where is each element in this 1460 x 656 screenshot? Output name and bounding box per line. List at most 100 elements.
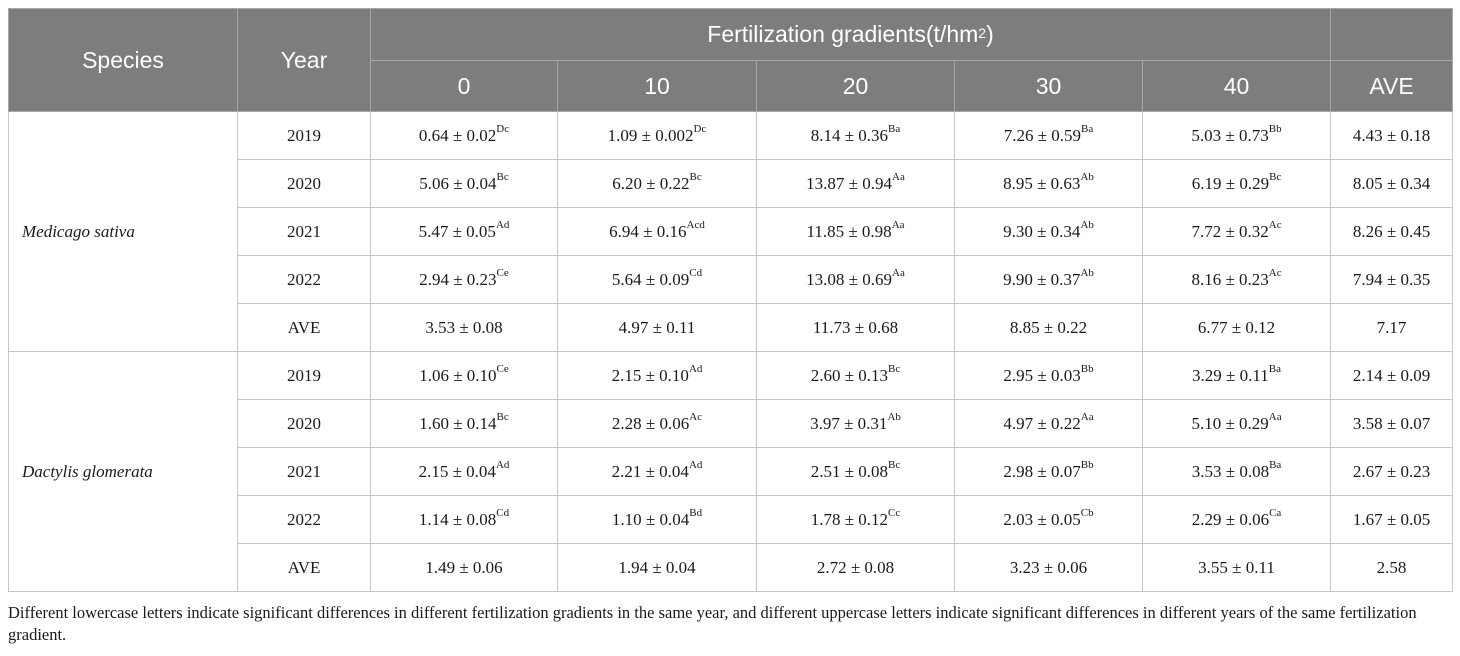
significance-letters: Ad [495, 218, 510, 231]
value-cell: 6.19 ± 0.29Bc [1141, 159, 1332, 208]
significance-letters: Cc [888, 506, 901, 519]
value-cell: 7.17 [1330, 303, 1454, 352]
cell-value: 4.43 ± 0.18 [1352, 125, 1431, 145]
value-cell: 5.03 ± 0.73Bb [1141, 111, 1332, 160]
value-cell: 7.94 ± 0.35 [1330, 255, 1454, 304]
cell-value: 2.29 ± 0.06 [1191, 509, 1270, 529]
significance-letters: Ac [689, 410, 703, 423]
cell-value: 8.85 ± 0.22 [1009, 317, 1088, 337]
group-label-superscript: 2 [978, 25, 987, 41]
significance-letters: Aa [892, 170, 905, 183]
table-row: 2021 5.47 ± 0.05Ad 6.94 ± 0.16Acd 11.85 ± 0… [9, 207, 1454, 256]
value-cell: 6.94 ± 0.16Acd [557, 207, 757, 256]
table-row: AVE 1.49 ± 0.06 1.94 ± 0.04 2.72 ± 0.08 3.23… [9, 543, 1454, 592]
species-header: Species [8, 8, 238, 112]
cell-value: 8.95 ± 0.63 [1003, 173, 1081, 193]
column-header: 30 [954, 60, 1143, 112]
cell-value: 1.60 ± 0.14 [419, 413, 497, 433]
value-cell: 1.78 ± 0.12Cc [756, 495, 955, 544]
significance-letters: Acd [686, 218, 705, 231]
cell-value: 1.14 ± 0.08 [418, 509, 497, 529]
significance-letters: Bc [496, 170, 509, 183]
value-cell: 2.14 ± 0.09 [1330, 351, 1454, 400]
cell-value: 5.10 ± 0.29 [1191, 413, 1269, 433]
value-cell: 1.06 ± 0.10Ce [370, 351, 558, 400]
value-cell: 13.87 ± 0.94Aa [756, 159, 955, 208]
cell-value: 1.49 ± 0.06 [425, 557, 503, 577]
significance-letters: Cd [496, 506, 510, 519]
value-cell: 2.15 ± 0.10Ad [557, 351, 757, 400]
significance-letters: Ba [888, 122, 901, 135]
significance-letters: Bc [888, 362, 901, 375]
value-cell: 5.47 ± 0.05Ad [370, 207, 558, 256]
cell-value: 1.67 ± 0.05 [1352, 509, 1431, 529]
value-cell: 0.64 ± 0.02Dc [370, 111, 558, 160]
significance-letters: Bc [496, 410, 509, 423]
significance-letters: Cd [689, 266, 703, 279]
column-header: AVE [1330, 60, 1454, 112]
significance-letters: Aa [1268, 410, 1282, 423]
value-cell: 3.97 ± 0.31Ab [756, 399, 955, 448]
value-cell: 1.09 ± 0.002Dc [557, 111, 757, 160]
value-cell: 8.16 ± 0.23Ac [1141, 255, 1332, 304]
year-cell: 2022 [237, 255, 371, 304]
cell-value: 2.15 ± 0.10 [611, 365, 689, 385]
table-header: Species Year Fertilization gradients(t/h… [8, 8, 1454, 112]
value-cell: 4.97 ± 0.22Aa [954, 399, 1143, 448]
cell-value: 1.09 ± 0.002 [607, 125, 694, 145]
cell-value: 2.21 ± 0.04 [611, 461, 689, 481]
cell-value: 7.72 ± 0.32 [1191, 221, 1269, 241]
cell-value: 6.20 ± 0.22 [612, 173, 690, 193]
value-cell: 7.26 ± 0.59Ba [954, 111, 1143, 160]
value-cell: 2.98 ± 0.07Bb [954, 447, 1143, 496]
value-cell: 3.53 ± 0.08 [370, 303, 558, 352]
significance-letters: Ad [688, 458, 703, 471]
significance-letters: Bc [689, 170, 702, 183]
cell-value: 8.14 ± 0.36 [810, 125, 889, 145]
year-header: Year [237, 8, 371, 112]
value-cell: 13.08 ± 0.69Aa [756, 255, 955, 304]
cell-value: 9.30 ± 0.34 [1003, 221, 1081, 241]
cell-value: 1.10 ± 0.04 [611, 509, 690, 529]
year-cell: 2021 [237, 207, 371, 256]
value-cell: 8.85 ± 0.22 [954, 303, 1143, 352]
value-cell: 11.85 ± 0.98Aa [756, 207, 955, 256]
significance-letters: Bc [888, 458, 901, 471]
cell-value: 3.58 ± 0.07 [1352, 413, 1431, 433]
cell-value: 2.67 ± 0.23 [1352, 461, 1431, 481]
significance-letters: Bb [1080, 362, 1094, 375]
value-cell: 6.77 ± 0.12 [1141, 303, 1332, 352]
cell-value: 2.58 [1376, 557, 1407, 577]
significance-letters: Dc [496, 122, 510, 135]
significance-letters: Ba [1269, 458, 1282, 471]
species-cell: Medicago sativa [8, 111, 238, 352]
year-cell: 2021 [237, 447, 371, 496]
value-cell: 1.60 ± 0.14Bc [370, 399, 558, 448]
significance-letters: Ba [1268, 362, 1281, 375]
significance-letters: Ab [1080, 170, 1094, 183]
cell-value: 8.05 ± 0.34 [1352, 173, 1431, 193]
significance-letters: Aa [1080, 410, 1094, 423]
value-cell: 3.53 ± 0.08Ba [1141, 447, 1332, 496]
cell-value: 2.98 ± 0.07 [1003, 461, 1081, 481]
column-header: 0 [370, 60, 558, 112]
cell-value: 9.90 ± 0.37 [1003, 269, 1081, 289]
cell-value: 2.94 ± 0.23 [419, 269, 497, 289]
year-cell: 2020 [237, 399, 371, 448]
table-row: Medicago sativa 2019 0.64 ± 0.02Dc 1.09 ± 0… [8, 111, 1454, 352]
value-cell: 2.29 ± 0.06Ca [1141, 495, 1332, 544]
value-cell: 9.30 ± 0.34Ab [954, 207, 1143, 256]
table-row: 2020 1.60 ± 0.14Bc 2.28 ± 0.06Ac 3.97 ± 0.3… [9, 399, 1454, 448]
cell-value: 3.29 ± 0.11 [1192, 365, 1269, 385]
cell-value: 2.95 ± 0.03 [1003, 365, 1081, 385]
value-cell: 5.06 ± 0.04Bc [370, 159, 558, 208]
significance-letters: Bb [1268, 122, 1282, 135]
cell-value: 3.23 ± 0.06 [1009, 557, 1088, 577]
cell-value: 2.03 ± 0.05 [1003, 509, 1081, 529]
value-cell: 2.94 ± 0.23Ce [370, 255, 558, 304]
cell-value: 1.94 ± 0.04 [618, 557, 696, 577]
significance-letters: Bc [1269, 170, 1282, 183]
cell-value: 4.97 ± 0.11 [618, 317, 696, 337]
table-body: Medicago sativa 2019 0.64 ± 0.02Dc 1.09 ± 0… [8, 111, 1454, 592]
cell-value: 2.14 ± 0.09 [1352, 365, 1431, 385]
